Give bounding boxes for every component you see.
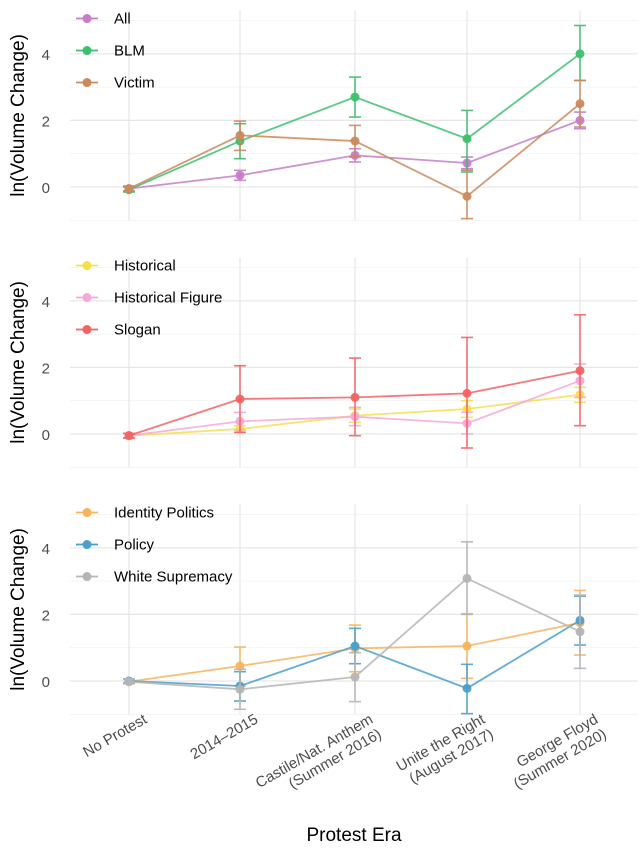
y-tick-label: 0 [42,180,50,197]
chart-panels: 0 2 4 ln(Volume Change) All BLM Victim 0 2 4 ln(Vo… [8,10,638,715]
y-tick-label: 2 [42,360,50,377]
data-point [350,92,360,102]
legend-key-point [82,14,92,24]
legend-item: Victim [76,75,155,92]
data-point [235,684,245,694]
data-point [235,170,245,180]
y-tick-label: 0 [42,427,50,444]
legend-key-point [82,540,92,550]
data-point [350,672,360,682]
legend-item: BLM [76,43,145,60]
legend-key-point [82,508,92,518]
x-tick-label: Castile/Nat. Anthem(Summer 2016) [253,711,385,807]
legend-item: Historical Figure [76,290,222,307]
legend-label: All [114,11,131,28]
data-point [124,677,134,687]
panel-1: 0 2 4 ln(Volume Change) All BLM Victim [8,10,638,221]
series-victim [123,79,586,220]
data-point [462,388,472,398]
data-point [350,136,360,146]
x-tick-label-line: 2014–2015 [187,711,261,763]
x-tick-label: George Floyd(Summer 2020) [502,711,609,793]
y-tick-label: 4 [42,294,50,311]
legend-key-point [82,78,92,88]
y-tick-label: 4 [42,47,50,64]
gridlines [70,10,638,221]
legend-key-point [82,293,92,303]
legend-label: Historical Figure [114,290,222,307]
data-point [350,392,360,402]
legend-key-point [82,46,92,56]
panel-3: 0 2 4 ln(Volume Change) Identity Politics Pol… [8,504,638,715]
y-axis-title: ln(Volume Change) [8,34,29,197]
legend: Historical Historical Figure Slogan [76,258,222,339]
data-point [124,431,134,441]
data-point [235,661,245,671]
data-point [462,134,472,144]
data-point [575,366,585,376]
x-axis-title: Protest Era [306,825,401,846]
data-point [235,394,245,404]
legend-label: Slogan [114,322,161,339]
legend-item: Identity Politics [76,505,214,522]
legend-key-point [82,261,92,271]
legend-item: Slogan [76,322,161,339]
y-tick-label: 4 [42,541,50,558]
y-axis-title: ln(Volume Change) [8,528,29,691]
x-tick-label: No Protest [80,710,151,761]
data-point [575,627,585,637]
legend-label: Identity Politics [114,505,214,522]
legend-label: Policy [114,537,155,554]
x-tick-label: 2014–2015 [187,711,261,763]
data-point [350,641,360,651]
data-point [462,573,472,583]
series-white-supremacy [123,541,586,711]
data-point [462,683,472,693]
legend-item: White Supremacy [76,569,233,586]
x-tick-label-line: No Protest [80,710,151,761]
legend: Identity Politics Policy White Supremacy [76,505,233,586]
data-point [462,641,472,651]
legend: All BLM Victim [76,11,155,92]
legend-item: Policy [76,537,155,554]
data-point [124,184,134,194]
data-point [575,49,585,59]
data-point [235,130,245,140]
y-axis-title: ln(Volume Change) [8,281,29,444]
legend-label: Victim [114,75,155,92]
x-tick-label: Unite the Right(August 2017) [394,710,498,789]
series-slogan [123,313,586,449]
y-tick-label: 2 [42,607,50,624]
legend-item: Historical [76,258,176,275]
legend-label: BLM [114,43,145,60]
data-point [575,99,585,109]
y-tick-label: 0 [42,674,50,691]
legend-item: All [76,11,131,28]
y-tick-label: 2 [42,113,50,130]
legend-label: Historical [114,258,176,275]
legend-key-point [82,572,92,582]
data-point [462,191,472,201]
legend-key-point [82,325,92,335]
legend-label: White Supremacy [114,569,233,586]
